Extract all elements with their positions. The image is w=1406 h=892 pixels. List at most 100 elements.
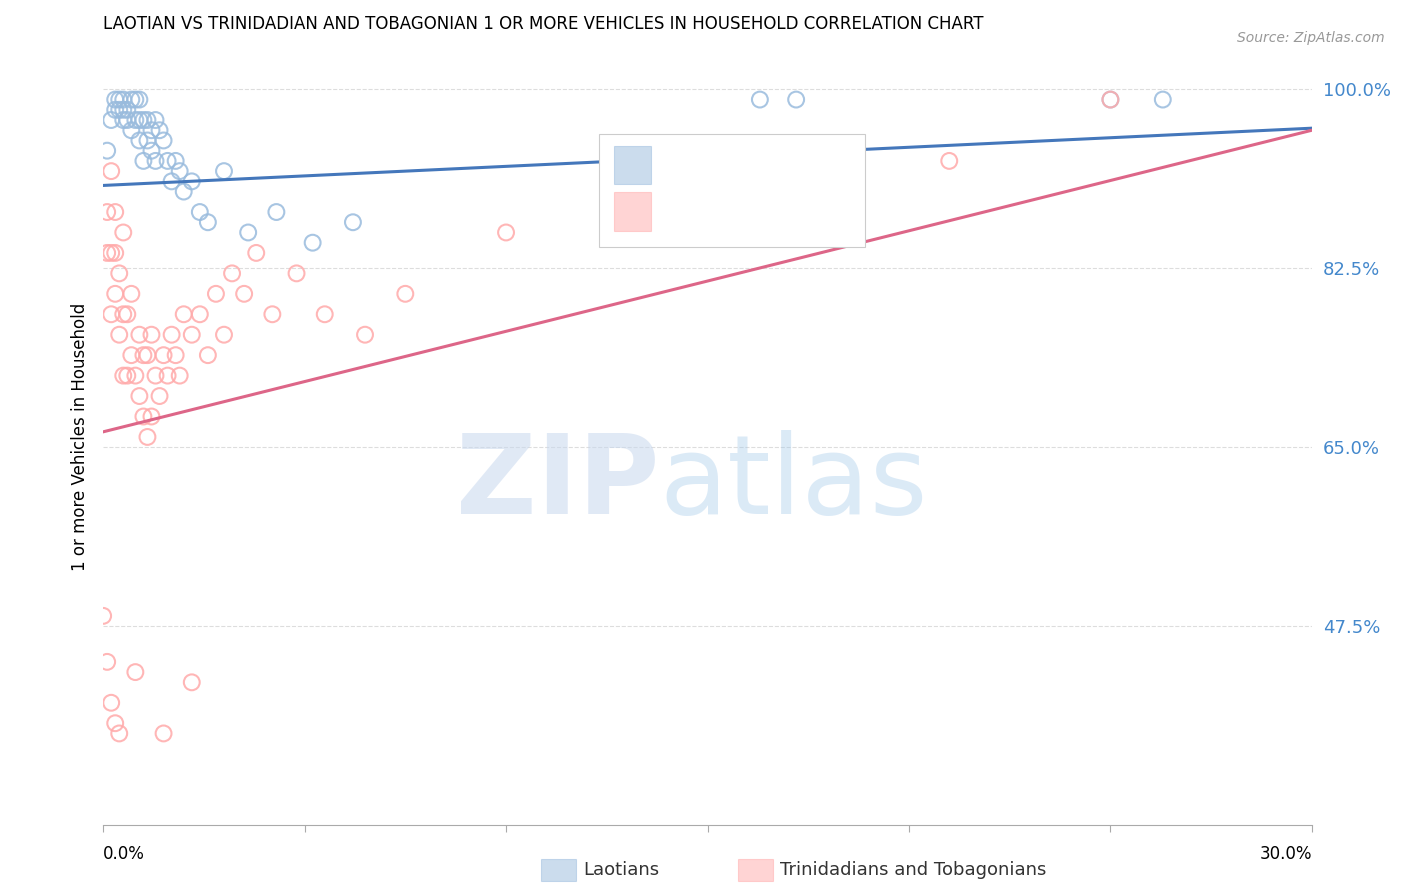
Point [104, 246, 127, 260]
FancyBboxPatch shape [614, 145, 651, 185]
Point [188, 307, 211, 321]
Point [136, 348, 159, 362]
Text: atlas: atlas [659, 430, 928, 537]
Point [165, 348, 187, 362]
Point [100, 696, 122, 710]
Point [124, 113, 146, 128]
Point [245, 246, 267, 260]
Point [124, 93, 146, 107]
Point [145, 368, 167, 383]
Point [104, 103, 127, 117]
Point [108, 103, 131, 117]
Point [266, 205, 288, 219]
Point [96, 655, 118, 669]
Point [124, 368, 146, 383]
Point [156, 368, 179, 383]
Point [104, 716, 127, 731]
Point [212, 164, 235, 178]
Point [112, 307, 135, 321]
Point [173, 307, 195, 321]
Text: LAOTIAN VS TRINIDADIAN AND TOBAGONIAN 1 OR MORE VEHICLES IN HOUSEHOLD CORRELATIO: LAOTIAN VS TRINIDADIAN AND TOBAGONIAN 1 … [103, 15, 984, 33]
Point [748, 93, 770, 107]
Point [1152, 93, 1174, 107]
Point [145, 113, 167, 128]
Point [238, 226, 260, 240]
Point [173, 185, 195, 199]
Point [128, 133, 150, 147]
Point [120, 348, 142, 362]
Point [141, 327, 163, 342]
Point [152, 348, 174, 362]
Point [148, 123, 170, 137]
Point [314, 307, 336, 321]
Point [233, 286, 256, 301]
Point [160, 327, 183, 342]
Point [100, 307, 122, 321]
Point [301, 235, 323, 250]
Point [197, 348, 219, 362]
Point [120, 286, 142, 301]
Point [108, 93, 131, 107]
Point [495, 226, 517, 240]
Point [342, 215, 364, 229]
Point [938, 153, 960, 168]
Point [120, 123, 142, 137]
Point [188, 205, 211, 219]
Point [1099, 93, 1122, 107]
Point [128, 389, 150, 403]
Point [797, 174, 820, 188]
Point [136, 430, 159, 444]
Point [112, 103, 135, 117]
Point [108, 266, 131, 280]
Text: 30.0%: 30.0% [1260, 845, 1312, 863]
Point [104, 286, 127, 301]
Point [96, 246, 118, 260]
Point [108, 726, 131, 740]
Point [120, 93, 142, 107]
Point [108, 327, 131, 342]
Point [96, 205, 118, 219]
Point [165, 153, 187, 168]
Point [124, 665, 146, 679]
Text: R = 0.470   N = 45: R = 0.470 N = 45 [665, 156, 835, 174]
Point [136, 113, 159, 128]
Point [100, 113, 122, 128]
Point [148, 389, 170, 403]
Text: Laotians: Laotians [583, 861, 659, 879]
Point [1099, 93, 1122, 107]
Point [136, 133, 159, 147]
Point [152, 133, 174, 147]
Point [354, 327, 377, 342]
Point [96, 144, 118, 158]
Point [785, 93, 807, 107]
Point [394, 286, 416, 301]
Y-axis label: 1 or more Vehicles in Household: 1 or more Vehicles in Household [72, 302, 89, 571]
Point [132, 153, 155, 168]
Point [91, 608, 114, 623]
FancyBboxPatch shape [599, 134, 865, 246]
Point [117, 307, 139, 321]
Point [180, 174, 202, 188]
Point [197, 215, 219, 229]
Point [180, 675, 202, 690]
Point [128, 93, 150, 107]
Point [180, 327, 202, 342]
Point [169, 164, 191, 178]
Text: R =  0.281   N = 59: R = 0.281 N = 59 [665, 202, 841, 220]
Point [262, 307, 284, 321]
Point [128, 327, 150, 342]
Point [132, 113, 155, 128]
Point [616, 205, 638, 219]
Point [117, 113, 139, 128]
Point [141, 144, 163, 158]
Point [128, 113, 150, 128]
Point [112, 93, 135, 107]
Point [100, 246, 122, 260]
Text: 0.0%: 0.0% [103, 845, 145, 863]
Point [141, 123, 163, 137]
Point [285, 266, 308, 280]
Point [132, 348, 155, 362]
Text: Source: ZipAtlas.com: Source: ZipAtlas.com [1237, 31, 1385, 45]
Point [100, 164, 122, 178]
Point [145, 153, 167, 168]
